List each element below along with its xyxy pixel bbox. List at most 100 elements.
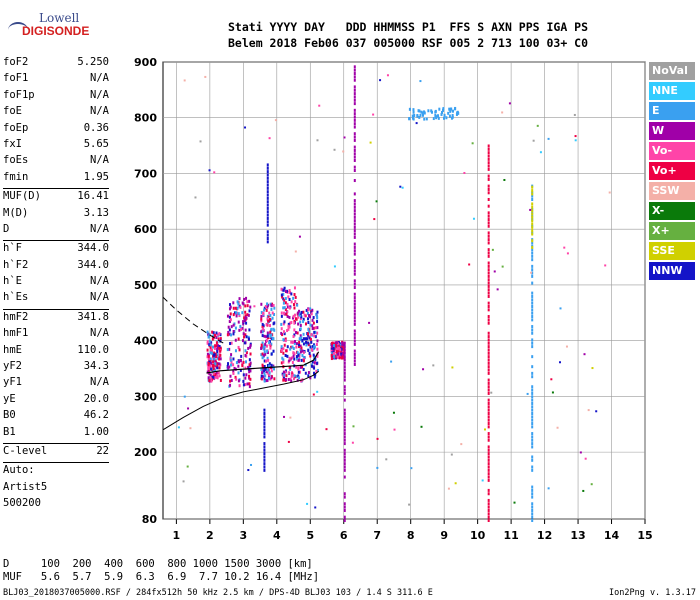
echo-point bbox=[285, 289, 288, 293]
echo-point bbox=[211, 330, 214, 334]
vertical-trace-point bbox=[353, 88, 356, 92]
echo-point bbox=[263, 350, 266, 354]
echo-point bbox=[316, 368, 319, 372]
trace-solid-line bbox=[206, 351, 320, 374]
vertical-trace-point bbox=[487, 438, 490, 442]
echo-point bbox=[314, 326, 317, 330]
echo-point bbox=[226, 333, 229, 337]
echo-point bbox=[280, 293, 283, 297]
echo-point bbox=[292, 351, 295, 355]
d-distance-line: D 100 200 400 600 800 1000 1500 3000 [km… bbox=[3, 558, 313, 570]
y-tick-label: 300 bbox=[134, 390, 157, 403]
echo-point bbox=[306, 311, 309, 315]
echo-point bbox=[290, 321, 293, 325]
vertical-trace-point bbox=[487, 284, 490, 288]
vertical-trace-point bbox=[353, 309, 356, 313]
echo-point bbox=[300, 358, 303, 362]
echo-band-point bbox=[411, 116, 414, 120]
echo-point bbox=[336, 352, 339, 356]
scatter-point bbox=[208, 169, 211, 172]
echo-point bbox=[293, 313, 296, 317]
vertical-trace-point bbox=[487, 321, 490, 325]
echo-point bbox=[213, 363, 216, 367]
scatter-point bbox=[604, 264, 607, 267]
echo-point bbox=[296, 303, 299, 307]
vertical-trace-point bbox=[343, 418, 346, 422]
echo-point bbox=[307, 371, 310, 375]
scatter-point bbox=[591, 367, 594, 370]
param-value: N/A bbox=[90, 154, 109, 167]
echo-point bbox=[294, 339, 297, 343]
echo-point bbox=[228, 307, 231, 311]
echo-point bbox=[234, 375, 237, 379]
echo-point bbox=[218, 366, 221, 370]
echo-point bbox=[235, 377, 238, 381]
vertical-trace-point bbox=[531, 315, 534, 319]
scatter-point bbox=[274, 119, 277, 122]
echo-point bbox=[214, 375, 217, 379]
echo-point bbox=[218, 357, 221, 361]
echo-point bbox=[237, 364, 240, 368]
echo-point bbox=[303, 313, 306, 317]
echo-point bbox=[284, 301, 287, 305]
echo-point bbox=[211, 351, 214, 355]
echo-point bbox=[333, 343, 336, 347]
echo-point bbox=[273, 312, 276, 316]
echo-point bbox=[315, 342, 318, 346]
echo-point bbox=[241, 301, 244, 305]
echo-band-point bbox=[427, 109, 430, 113]
param-row: h`F2 344.0 bbox=[3, 259, 109, 275]
vertical-trace-point bbox=[487, 291, 490, 295]
echo-band-point bbox=[448, 107, 451, 111]
param-value: N/A bbox=[90, 291, 109, 304]
echo-point bbox=[266, 305, 269, 309]
scatter-point bbox=[558, 361, 561, 364]
scatter-point bbox=[579, 451, 582, 454]
echo-point bbox=[238, 314, 241, 318]
param-value: 1.95 bbox=[83, 170, 109, 183]
vertical-trace-point bbox=[343, 458, 346, 462]
y-tick-label: 400 bbox=[134, 335, 157, 348]
echo-point bbox=[311, 318, 314, 322]
param-name: foEs bbox=[3, 154, 29, 167]
scatter-point bbox=[496, 288, 499, 291]
echo-point bbox=[215, 371, 218, 375]
y-tick-label: 80 bbox=[142, 513, 158, 526]
echo-point bbox=[290, 292, 293, 296]
echo-point bbox=[247, 335, 250, 339]
param-name: h`E bbox=[3, 275, 22, 288]
vertical-trace-point bbox=[353, 286, 356, 290]
vertical-trace-point bbox=[531, 445, 534, 449]
vertical-trace-point bbox=[353, 219, 356, 223]
logo-line2: DIGISONDE bbox=[22, 24, 90, 38]
vertical-trace-point bbox=[531, 468, 534, 472]
param-value: N/A bbox=[90, 105, 109, 118]
echo-point bbox=[268, 372, 271, 376]
vertical-trace-point bbox=[531, 254, 534, 258]
echo-point bbox=[297, 345, 300, 349]
echo-point bbox=[271, 336, 274, 340]
echo-point bbox=[284, 370, 287, 374]
vertical-trace-point bbox=[353, 108, 356, 112]
echo-point bbox=[262, 327, 265, 331]
echo-point bbox=[212, 367, 215, 371]
scatter-point bbox=[373, 218, 376, 221]
echo-point bbox=[261, 325, 264, 329]
vertical-trace-point bbox=[487, 455, 490, 459]
echo-point bbox=[340, 347, 343, 351]
echo-point bbox=[215, 336, 218, 340]
vertical-trace-point bbox=[343, 505, 346, 509]
scatter-point bbox=[574, 135, 577, 138]
echo-point bbox=[313, 330, 316, 334]
echo-point bbox=[228, 303, 231, 307]
echo-point bbox=[281, 288, 284, 292]
param-name: yF1 bbox=[3, 376, 22, 389]
vertical-trace-point bbox=[487, 519, 490, 522]
echo-point bbox=[229, 305, 232, 309]
echo-point bbox=[216, 344, 219, 348]
param-value: 1.00 bbox=[83, 425, 109, 438]
echo-point bbox=[312, 326, 315, 330]
echo-point bbox=[299, 344, 302, 348]
vertical-trace-point bbox=[531, 197, 534, 201]
echo-point bbox=[239, 305, 242, 309]
